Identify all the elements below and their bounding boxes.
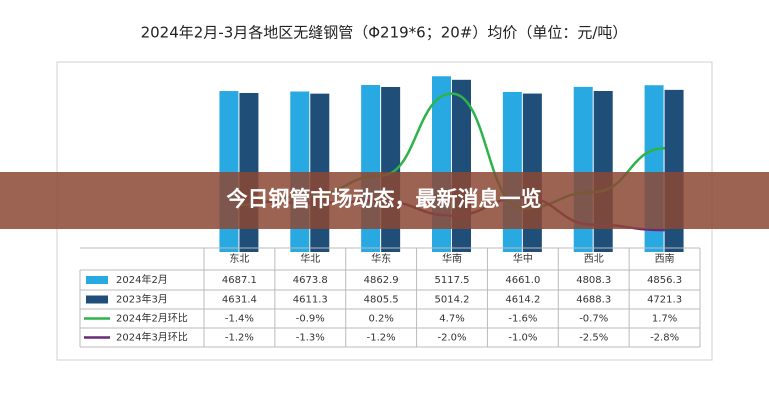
legend-swatch [86,295,108,304]
data-label: 4611.3 [293,295,328,306]
x-tick-label: 华北 [300,252,320,265]
data-label: 4631.4 [222,295,257,306]
data-label: 0.2% [368,314,393,325]
x-tick-label: 东北 [229,252,249,265]
data-label: -1.0% [508,333,537,344]
data-label: 4.7% [439,314,464,325]
x-tick-label: 华东 [371,252,391,265]
data-label: -1.2% [367,333,396,344]
legend-swatch [86,276,108,284]
data-label: 4856.3 [647,275,682,286]
data-label: -1.6% [508,314,537,325]
data-label: 4721.3 [647,295,682,306]
data-label: -1.3% [296,333,325,344]
data-label: 5014.2 [435,295,470,306]
data-label: -1.4% [225,314,254,325]
legend-label: 2024年2月环比 [116,312,188,325]
chart-title: 2024年2月-3月各地区无缝钢管（Φ219*6；20#）均价（单位：元/吨） [141,24,628,42]
banner [0,172,769,229]
data-label: 4614.2 [505,295,540,306]
x-tick-label: 华中 [513,252,533,265]
legend-label: 2023年3月 [116,293,168,306]
data-label: 1.7% [652,314,677,325]
data-label: 4673.8 [293,275,328,286]
x-tick-label: 西北 [584,253,604,265]
legend-label: 2024年3月环比 [116,331,188,344]
data-label: 4687.1 [222,275,257,286]
data-label: -0.9% [296,314,325,325]
data-label: 4808.3 [576,275,611,286]
data-label: 4805.5 [364,295,399,306]
data-label: -0.7% [579,314,608,325]
x-tick-label: 华南 [442,252,462,265]
banner-text: 今日钢管市场动态，最新消息一览 [227,187,542,211]
data-label: -2.8% [650,333,679,344]
data-label: 4661.0 [505,275,540,286]
legend-label: 2024年2月 [116,273,168,286]
data-label: -1.2% [225,333,254,344]
data-label: 5117.5 [435,275,470,286]
data-label: 4862.9 [364,275,399,286]
x-tick-label: 西南 [655,252,675,265]
data-label: 4688.3 [576,295,611,306]
data-label: -2.0% [437,333,466,344]
data-label: -2.5% [579,333,608,344]
